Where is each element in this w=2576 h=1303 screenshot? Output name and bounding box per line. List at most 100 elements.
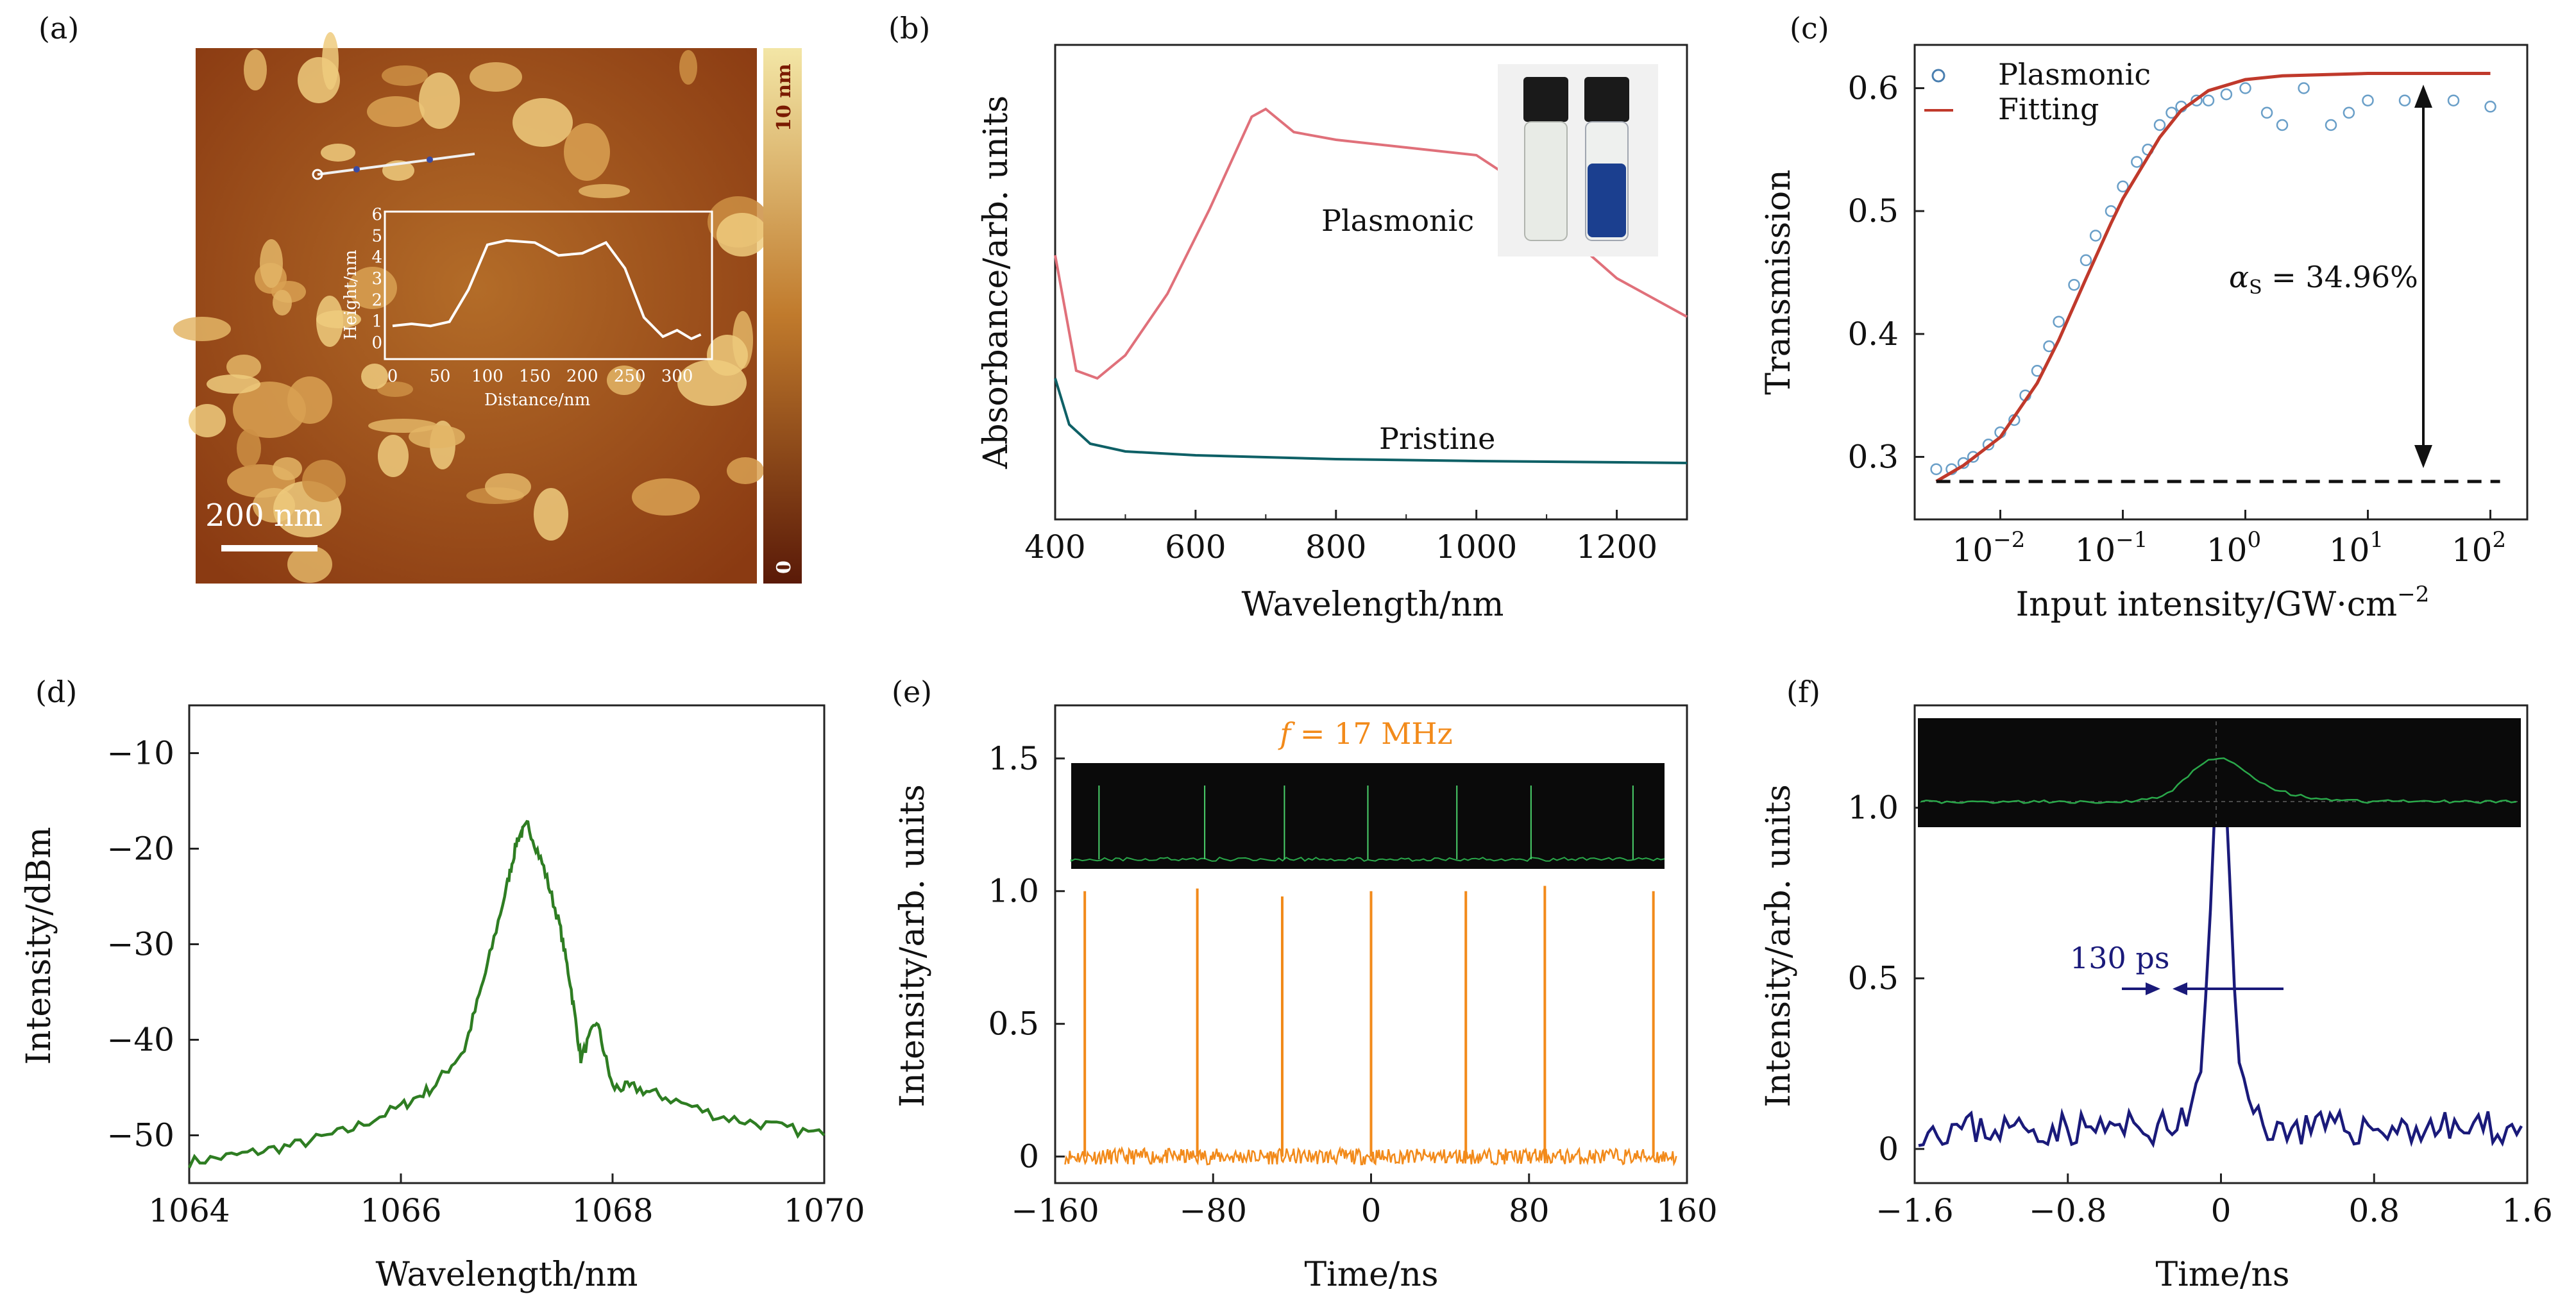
panel-c-xtick-label: 10−1 [2075, 527, 2148, 569]
scope-baseline [1071, 856, 1665, 862]
panel-f-xtick-label: −0.8 [2029, 1192, 2106, 1229]
afm-island [485, 473, 531, 500]
afm-island [173, 317, 231, 341]
afm-island [316, 296, 343, 347]
plasmonic-curve-label: Plasmonic [1321, 203, 1474, 238]
panel-d-xtick-label: 1064 [148, 1192, 230, 1229]
panel-d-ytick-label: −50 [106, 1117, 174, 1154]
panel-e-xtick-label: 0 [1361, 1192, 1382, 1229]
panel-d-xtick-label: 1070 [783, 1192, 865, 1229]
inset-frame [384, 210, 713, 360]
panel-f: (f) −1.6 −0.8 0 0.8 1.6 0 0.5 1.0 130 ps Time/n… [1759, 675, 2553, 1294]
scalebar-label: 200 nm [205, 498, 323, 534]
modulation-depth-label: αS = 34.96% [2229, 260, 2418, 299]
afm-island [419, 72, 460, 129]
panel-b-axes [1054, 44, 1688, 521]
panel-f-ytick-label: 1.0 [1847, 789, 1899, 827]
pristine-curve-label: Pristine [1379, 421, 1495, 456]
panel-d-label: (d) [35, 675, 77, 709]
afm-island [377, 382, 413, 397]
inset-xtick-label: 50 [429, 367, 450, 386]
pulse-train-noise [1064, 1145, 1677, 1167]
afm-island [361, 364, 388, 389]
panel-d-series [187, 820, 826, 1169]
afm-island [382, 65, 428, 86]
panel-e-ylabel: Intensity/arb. units [894, 784, 932, 1107]
plasmonic-data-point [2089, 230, 2102, 242]
plasmonic-data-point [2165, 106, 2178, 119]
afm-island [302, 460, 346, 502]
afm-island [298, 57, 340, 103]
vial-cap-blue [1584, 77, 1629, 122]
panel-e: (e) −160 −80 0 80 160 0 0.5 1.0 1.5 f = 17 MHz T… [892, 675, 1718, 1294]
inset-ytick-label: 1 [371, 312, 382, 332]
autocorrelation-inset [1918, 718, 2521, 827]
plasmonic-data-point [2398, 94, 2411, 106]
panel-d-ytick-label: −30 [106, 926, 174, 963]
inset-xtick-label: 300 [661, 367, 693, 386]
panel-d-xlabel: Wavelength/nm [376, 1256, 638, 1294]
vial-plasmonic-liquid [1588, 164, 1626, 237]
profile-marker-2 [427, 156, 433, 163]
panel-e-xlabel: Time/ns [1304, 1256, 1438, 1294]
inset-xlabel: Distance/nm [484, 391, 590, 410]
inset-ylabel: Height/nm [341, 250, 360, 340]
panel-e-ytick-label: 1.5 [988, 740, 1039, 777]
profile-line [317, 153, 475, 176]
panel-b-xtick-label: 1000 [1436, 528, 1517, 566]
panel-e-ytick-label: 0.5 [988, 1005, 1039, 1043]
autocorrelation-trace [1920, 721, 2518, 824]
panel-f-label: (f) [1786, 675, 1820, 709]
optical-spectrum-line [187, 820, 826, 1169]
plasmonic-data-point [2117, 180, 2129, 193]
panel-f-xtick-label: 0 [2211, 1192, 2232, 1229]
panel-d-axes [188, 704, 826, 1184]
panel-e-series [1064, 886, 1677, 1167]
inset-xtick-label: 0 [387, 367, 398, 386]
panel-f-xtick-label: −1.6 [1876, 1192, 1953, 1229]
vials-photo [1498, 64, 1658, 256]
panel-e-ytick-label: 1.0 [988, 873, 1039, 910]
panel-e-ticks: −160 −80 0 80 160 0 0.5 1.0 1.5 [988, 740, 1717, 1229]
panel-d-ylabel: Intensity/dBm [20, 827, 58, 1064]
inset-xtick-label: 150 [519, 367, 551, 386]
plasmonic-data-point [2131, 156, 2143, 168]
panel-f-xtick-label: 0.8 [2348, 1192, 2400, 1229]
arrow-head-bottom [2414, 445, 2432, 468]
plasmonic-data-point [2080, 254, 2092, 267]
colorbar [763, 48, 802, 584]
panel-c-xlabel: Input intensity/GW·cm−2 [2016, 582, 2430, 624]
inset-ytick-label: 2 [371, 290, 382, 310]
repetition-rate-label: f = 17 MHz [1278, 716, 1452, 751]
scope-autocorrelation [1920, 757, 2517, 804]
panel-d-xtick-label: 1066 [360, 1192, 441, 1229]
vial-cap-clear [1523, 77, 1568, 122]
profile-marker-1 [353, 166, 360, 172]
panel-f-xlabel: Time/ns [2155, 1256, 2289, 1294]
inset-height-profile [392, 239, 702, 340]
oscilloscope-trace [1071, 786, 1665, 862]
afm-island [260, 239, 283, 288]
inset-xtick-label: 200 [566, 367, 598, 386]
panel-c-xtick-label: 100 [2207, 527, 2261, 569]
afm-island [273, 457, 302, 480]
panel-e-xtick-label: −160 [1011, 1192, 1099, 1229]
panel-d-ticks: 1064 1066 1068 1070 −10 −20 −30 −40 −50 [106, 735, 865, 1230]
afm-island [287, 546, 332, 583]
panel-e-xtick-label: 80 [1509, 1192, 1550, 1229]
plasmonic-data-point [2484, 101, 2496, 113]
plasmonic-data-point [2276, 119, 2289, 131]
afm-island [513, 98, 573, 147]
panel-e-label: (e) [892, 675, 932, 709]
pulse-width-label: 130 ps [2070, 941, 2169, 975]
afm-island [727, 457, 764, 484]
panel-d: (d) 1064 1066 1068 1070 −10 −20 −30 −40 −50 Wave… [20, 675, 865, 1294]
plasmonic-data-point [1930, 463, 1942, 475]
panel-c-ylabel: Transmission [1759, 169, 1798, 394]
afm-island [226, 355, 261, 379]
panel-f-ticks: −1.6 −0.8 0 0.8 1.6 0 0.5 1.0 [1847, 789, 2552, 1229]
afm-islands [173, 32, 769, 583]
panel-c-label: (c) [1790, 11, 1829, 46]
afm-island [534, 488, 568, 541]
